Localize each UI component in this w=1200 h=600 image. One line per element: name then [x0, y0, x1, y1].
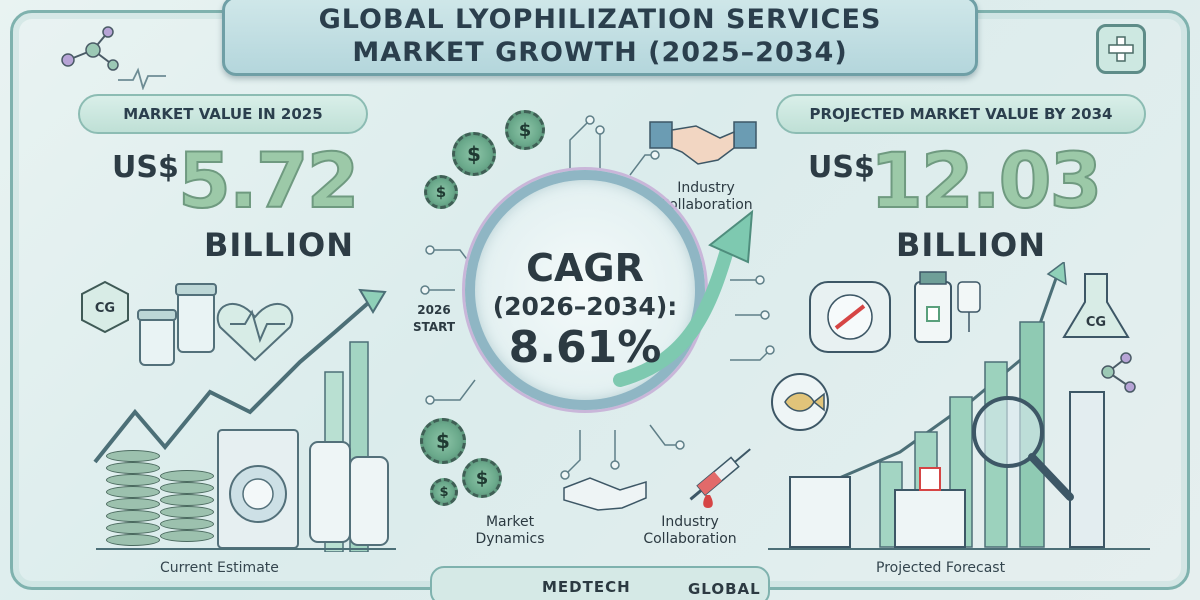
cagr-value: 8.61% — [508, 322, 662, 373]
market-dynamics-label: Market Dynamics — [475, 514, 545, 547]
projected-value-2034-heading: PROJECTED MARKET VALUE BY 2034 — [776, 94, 1146, 134]
left-unit: BILLION — [204, 226, 354, 264]
left-baseline — [96, 548, 396, 550]
right-market-value: 12.03 — [869, 135, 1103, 226]
right-currency: US$ — [808, 150, 875, 185]
coin-stack-right — [160, 470, 214, 550]
gear-dollar-icon: $ — [424, 175, 458, 209]
handshake-icon — [563, 477, 647, 511]
svg-text:CG: CG — [1086, 315, 1106, 330]
right-baseline — [768, 548, 1150, 550]
right-unit: BILLION — [896, 226, 1046, 264]
right-caption: Projected Forecast — [876, 560, 1006, 576]
title-line-1: GLOBAL LYOPHILIZATION SERVICES — [318, 4, 882, 35]
right-growth-illustration: CG — [771, 262, 1136, 548]
left-growth-illustration: CG — [81, 280, 389, 552]
cagr-period: (2026–2034): — [492, 292, 678, 321]
cagr-label: CAGR — [526, 246, 644, 290]
syringe-icon — [689, 448, 751, 508]
left-caption: Current Estimate — [160, 560, 279, 576]
molecule-icon — [61, 26, 166, 90]
left-currency: US$ — [112, 150, 179, 185]
circuit-lines — [420, 115, 775, 480]
plus-icon — [1096, 24, 1146, 74]
bottom-right-word: GLOBAL — [688, 580, 761, 598]
gear-dollar-icon: $ — [505, 110, 545, 150]
bottom-collab-label: Industry Collaboration — [643, 514, 737, 547]
growth-arrow-icon — [613, 209, 754, 387]
top-collab-label: Industry Collaboration — [659, 180, 753, 213]
bottom-badge — [430, 566, 770, 600]
market-value-2025-heading: MARKET VALUE IN 2025 — [78, 94, 368, 134]
title-banner: GLOBAL LYOPHILIZATION SERVICES MARKET GR… — [222, 0, 978, 76]
svg-text:CG: CG — [95, 301, 115, 316]
handshake-icon — [649, 121, 757, 165]
bottom-left-word: MEDTECH — [542, 578, 631, 596]
gear-dollar-icon: $ — [462, 458, 502, 498]
gear-dollar-icon: $ — [430, 478, 458, 506]
start-label: 2026 START — [412, 303, 456, 334]
gear-dollar-icon: $ — [452, 132, 496, 176]
coin-stack-left — [106, 450, 160, 550]
title-line-2: MARKET GROWTH (2025–2034) — [352, 37, 848, 68]
cagr-circle — [465, 170, 705, 410]
left-market-value: 5.72 — [177, 135, 361, 226]
gear-dollar-icon: $ — [420, 418, 466, 464]
